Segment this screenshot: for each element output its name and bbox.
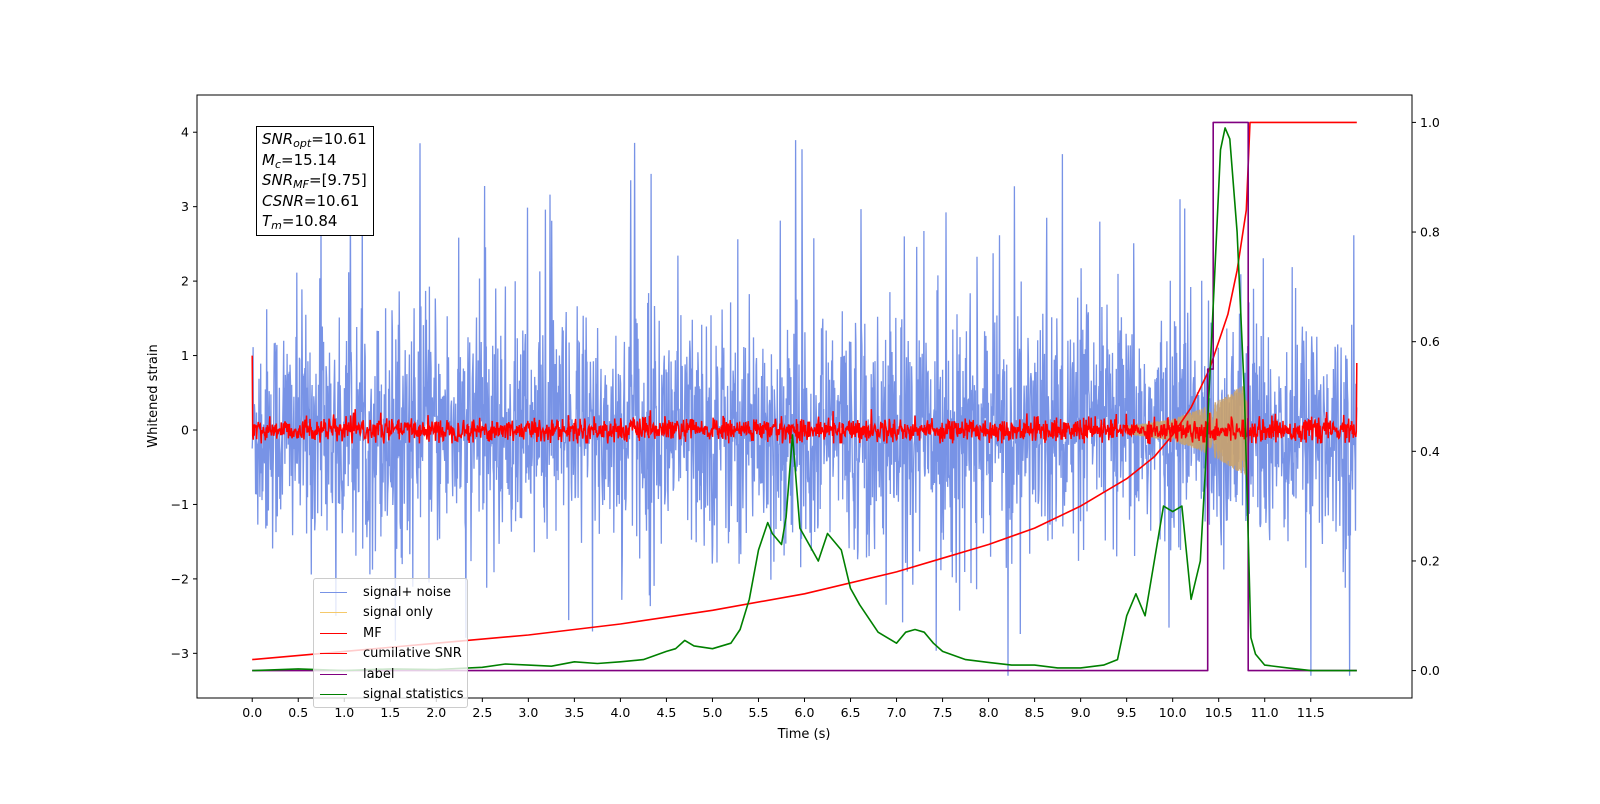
series-signal-noise — [251, 140, 1358, 676]
legend-label: signal+ noise — [363, 584, 452, 600]
legend-swatch — [320, 612, 347, 614]
x-tick-label: 5.5 — [749, 705, 769, 720]
y-tick-label: −2 — [171, 571, 189, 586]
stats-annotation-box: SNRopt=10.61 Mc=15.14 SNRMF=[9.75] CSNR=… — [256, 126, 374, 236]
snr-opt-line: SNRopt=10.61 — [262, 130, 367, 150]
x-tick-label: 5.0 — [703, 705, 723, 720]
mc-line: Mc=15.14 — [262, 150, 337, 171]
legend-item: signal only — [314, 603, 467, 624]
y2-tick-label: 0.6 — [1420, 334, 1440, 349]
x-tick-label: 0.5 — [288, 705, 308, 720]
x-tick-label: 10.5 — [1205, 705, 1233, 720]
y2-tick-label: 0.8 — [1420, 225, 1440, 240]
x-tick-label: 9.5 — [1117, 705, 1137, 720]
legend-swatch — [320, 673, 347, 675]
x-tick-label: 2.5 — [472, 705, 492, 720]
legend-item: signal statistics — [314, 685, 467, 706]
x-tick-label: 11.0 — [1251, 705, 1279, 720]
x-tick-label: 3.5 — [564, 705, 584, 720]
x-tick-label: 4.5 — [656, 705, 676, 720]
x-tick-label: 6.5 — [841, 705, 861, 720]
x-tick-label: 7.0 — [887, 705, 907, 720]
x-tick-label: 7.5 — [933, 705, 953, 720]
y-tick-label: 2 — [181, 274, 189, 289]
x-tick-label: 8.5 — [1025, 705, 1045, 720]
y-tick-label: 3 — [181, 199, 189, 214]
legend-label: MF — [363, 625, 382, 641]
x-tick-label: 6.0 — [795, 705, 815, 720]
legend-label: signal statistics — [363, 687, 464, 703]
y-tick-label: −1 — [171, 497, 189, 512]
legend: signal+ noise signal only MF cumilative … — [313, 578, 468, 708]
legend-swatch — [320, 591, 347, 593]
x-tick-label: 4.0 — [610, 705, 630, 720]
legend-item: signal+ noise — [314, 582, 467, 603]
legend-item: label — [314, 664, 467, 685]
x-tick-label: 3.0 — [518, 705, 538, 720]
legend-swatch — [320, 653, 347, 655]
series-signal-statistics — [252, 127, 1357, 672]
legend-swatch — [320, 632, 347, 634]
legend-item: cumilative SNR — [314, 644, 467, 665]
x-tick-label: 1.0 — [334, 705, 354, 720]
x-axis-label: Time (s) — [777, 727, 831, 742]
x-tick-label: 0.0 — [242, 705, 262, 720]
legend-item: MF — [314, 623, 467, 644]
legend-label: cumilative SNR — [363, 646, 462, 662]
snr-mf-line: SNRMF=[9.75] — [262, 171, 367, 191]
series-cumulative-snr — [252, 121, 1357, 661]
y2-tick-label: 0.2 — [1420, 553, 1440, 568]
legend-label: label — [363, 666, 395, 682]
tm-line: Tm=10.84 — [262, 212, 338, 232]
csnr-line: CSNR=10.61 — [262, 191, 360, 210]
legend-swatch — [320, 694, 347, 696]
y2-tick-label: 1.0 — [1420, 115, 1440, 130]
y-axis-label: Whitened strain — [146, 344, 161, 447]
y-tick-label: 0 — [181, 423, 189, 438]
x-tick-label: 1.5 — [380, 705, 400, 720]
y2-tick-label: 0.0 — [1420, 663, 1440, 678]
legend-label: signal only — [363, 605, 434, 621]
y-tick-label: 1 — [181, 348, 189, 363]
y2-tick-label: 0.4 — [1420, 444, 1440, 459]
y-tick-label: 4 — [181, 125, 189, 140]
x-tick-label: 8.0 — [979, 705, 999, 720]
x-tick-label: 10.0 — [1159, 705, 1187, 720]
x-tick-label: 11.5 — [1297, 705, 1325, 720]
x-tick-label: 2.0 — [426, 705, 446, 720]
series-label — [252, 121, 1357, 672]
y-tick-label: −3 — [171, 646, 189, 661]
x-tick-label: 9.0 — [1071, 705, 1091, 720]
